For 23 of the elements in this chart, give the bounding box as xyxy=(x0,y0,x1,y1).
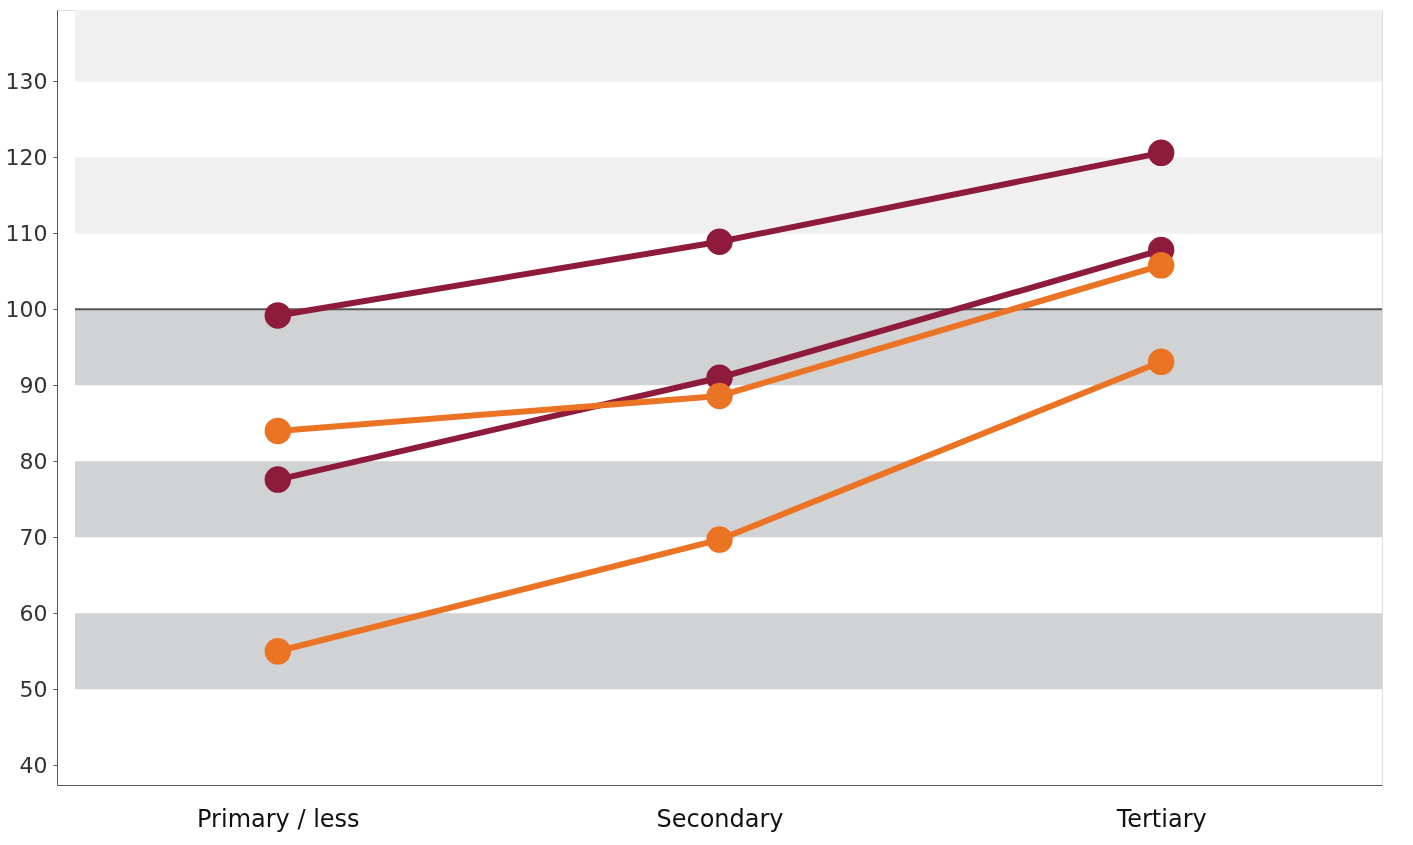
point xyxy=(1147,139,1175,167)
y-tick-label: 90 xyxy=(19,372,48,398)
point xyxy=(1147,252,1175,279)
y-tick-label: 50 xyxy=(19,676,48,702)
y-tick-label: 70 xyxy=(19,524,48,550)
point xyxy=(264,638,292,665)
point xyxy=(264,417,292,445)
point xyxy=(706,228,733,255)
point xyxy=(1147,348,1175,375)
point xyxy=(264,302,292,329)
point xyxy=(264,466,292,493)
x-tick-label: Primary / less xyxy=(197,804,360,833)
y-tick-label: 100 xyxy=(5,296,48,322)
y-tick-label: 40 xyxy=(19,752,48,778)
point xyxy=(706,382,733,410)
y-tick-label: 80 xyxy=(19,448,48,474)
y-tick-label: 60 xyxy=(19,600,48,626)
y-tick-label: 110 xyxy=(5,220,48,246)
x-tick-label: Tertiary xyxy=(1115,804,1207,833)
x-tick-label: Secondary xyxy=(656,804,784,833)
y-tick-label: 120 xyxy=(5,144,48,170)
point xyxy=(706,526,733,553)
y-tick-label: 130 xyxy=(5,68,48,94)
